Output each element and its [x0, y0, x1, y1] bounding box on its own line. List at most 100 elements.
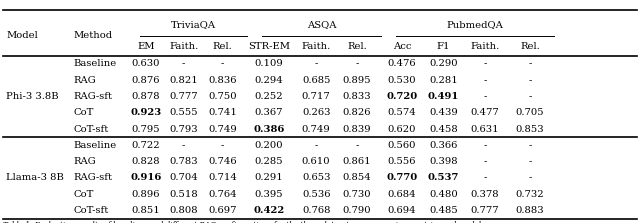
Text: Rel.: Rel.	[348, 42, 367, 51]
Text: 0.853: 0.853	[516, 124, 544, 134]
Text: 0.291: 0.291	[255, 173, 283, 182]
Text: 0.536: 0.536	[302, 190, 330, 199]
Text: -: -	[314, 141, 318, 150]
Text: Method: Method	[74, 31, 113, 40]
Text: RAG-sft: RAG-sft	[74, 173, 113, 182]
Text: 0.732: 0.732	[516, 190, 544, 199]
Text: CoT-sft: CoT-sft	[74, 206, 109, 215]
Text: -: -	[528, 92, 532, 101]
Text: 0.491: 0.491	[428, 92, 460, 101]
Text: -: -	[182, 59, 186, 68]
Text: 0.795: 0.795	[132, 124, 160, 134]
Text: Phi-3 3.8B: Phi-3 3.8B	[6, 92, 59, 101]
Text: 0.555: 0.555	[170, 108, 198, 117]
Text: -: -	[528, 59, 532, 68]
Text: 0.697: 0.697	[209, 206, 237, 215]
Text: Faith.: Faith.	[470, 42, 500, 51]
Text: CoT: CoT	[74, 108, 94, 117]
Text: 0.294: 0.294	[255, 76, 283, 85]
Text: 0.439: 0.439	[429, 108, 458, 117]
Text: 0.730: 0.730	[343, 190, 371, 199]
Text: -: -	[483, 92, 487, 101]
Text: 0.537: 0.537	[428, 173, 460, 182]
Text: 0.878: 0.878	[132, 92, 160, 101]
Text: 0.749: 0.749	[209, 124, 237, 134]
Text: -: -	[528, 173, 532, 182]
Text: 0.684: 0.684	[388, 190, 416, 199]
Text: 0.574: 0.574	[388, 108, 416, 117]
Text: TriviaQA: TriviaQA	[171, 21, 216, 29]
Text: -: -	[528, 141, 532, 150]
Text: -: -	[483, 59, 487, 68]
Text: 0.398: 0.398	[429, 157, 458, 166]
Text: -: -	[483, 157, 487, 166]
Text: Model: Model	[6, 31, 38, 40]
Text: 0.653: 0.653	[302, 173, 330, 182]
Text: -: -	[182, 141, 186, 150]
Text: 0.717: 0.717	[302, 92, 330, 101]
Text: 0.263: 0.263	[302, 108, 330, 117]
Text: 0.826: 0.826	[343, 108, 371, 117]
Text: 0.281: 0.281	[429, 76, 458, 85]
Text: 0.252: 0.252	[255, 92, 283, 101]
Text: Acc: Acc	[393, 42, 411, 51]
Text: -: -	[528, 157, 532, 166]
Text: 0.783: 0.783	[170, 157, 198, 166]
Text: 0.876: 0.876	[132, 76, 160, 85]
Text: 0.631: 0.631	[471, 124, 499, 134]
Text: 0.861: 0.861	[343, 157, 371, 166]
Text: 0.851: 0.851	[132, 206, 160, 215]
Text: 0.290: 0.290	[429, 59, 458, 68]
Text: 0.610: 0.610	[302, 157, 330, 166]
Text: 0.836: 0.836	[209, 76, 237, 85]
Text: 0.395: 0.395	[255, 190, 283, 199]
Text: 0.485: 0.485	[429, 206, 458, 215]
Text: 0.883: 0.883	[516, 206, 544, 215]
Text: RAG: RAG	[74, 157, 97, 166]
Text: Faith.: Faith.	[169, 42, 198, 51]
Text: 0.750: 0.750	[209, 92, 237, 101]
Text: 0.790: 0.790	[343, 206, 371, 215]
Text: Table 1: Evaluation results of baselines and different RAG configurations for th: Table 1: Evaluation results of baselines…	[3, 221, 487, 223]
Text: 0.714: 0.714	[208, 173, 237, 182]
Text: Faith.: Faith.	[301, 42, 331, 51]
Text: -: -	[355, 141, 359, 150]
Text: CoT: CoT	[74, 190, 94, 199]
Text: RAG: RAG	[74, 76, 97, 85]
Text: 0.630: 0.630	[132, 59, 160, 68]
Text: 0.705: 0.705	[516, 108, 544, 117]
Text: 0.386: 0.386	[253, 124, 285, 134]
Text: ASQA: ASQA	[307, 21, 337, 29]
Text: Rel.: Rel.	[520, 42, 540, 51]
Text: 0.518: 0.518	[170, 190, 198, 199]
Text: 0.476: 0.476	[388, 59, 416, 68]
Text: -: -	[314, 59, 318, 68]
Text: 0.109: 0.109	[255, 59, 283, 68]
Text: F1: F1	[436, 42, 451, 51]
Text: 0.458: 0.458	[429, 124, 458, 134]
Text: 0.378: 0.378	[471, 190, 499, 199]
Text: 0.764: 0.764	[209, 190, 237, 199]
Text: 0.704: 0.704	[170, 173, 198, 182]
Text: STR-EM: STR-EM	[248, 42, 290, 51]
Text: 0.477: 0.477	[471, 108, 499, 117]
Text: CoT-sft: CoT-sft	[74, 124, 109, 134]
Text: RAG-sft: RAG-sft	[74, 92, 113, 101]
Text: 0.480: 0.480	[429, 190, 458, 199]
Text: 0.854: 0.854	[343, 173, 371, 182]
Text: 0.722: 0.722	[132, 141, 160, 150]
Text: -: -	[483, 141, 487, 150]
Text: 0.777: 0.777	[471, 206, 499, 215]
Text: 0.770: 0.770	[387, 173, 417, 182]
Text: -: -	[528, 76, 532, 85]
Text: 0.793: 0.793	[170, 124, 198, 134]
Text: 0.620: 0.620	[388, 124, 416, 134]
Text: 0.685: 0.685	[302, 76, 330, 85]
Text: -: -	[483, 76, 487, 85]
Text: 0.694: 0.694	[388, 206, 416, 215]
Text: 0.530: 0.530	[388, 76, 416, 85]
Text: 0.895: 0.895	[343, 76, 371, 85]
Text: 0.808: 0.808	[170, 206, 198, 215]
Text: PubmedQA: PubmedQA	[447, 21, 503, 29]
Text: 0.923: 0.923	[131, 108, 161, 117]
